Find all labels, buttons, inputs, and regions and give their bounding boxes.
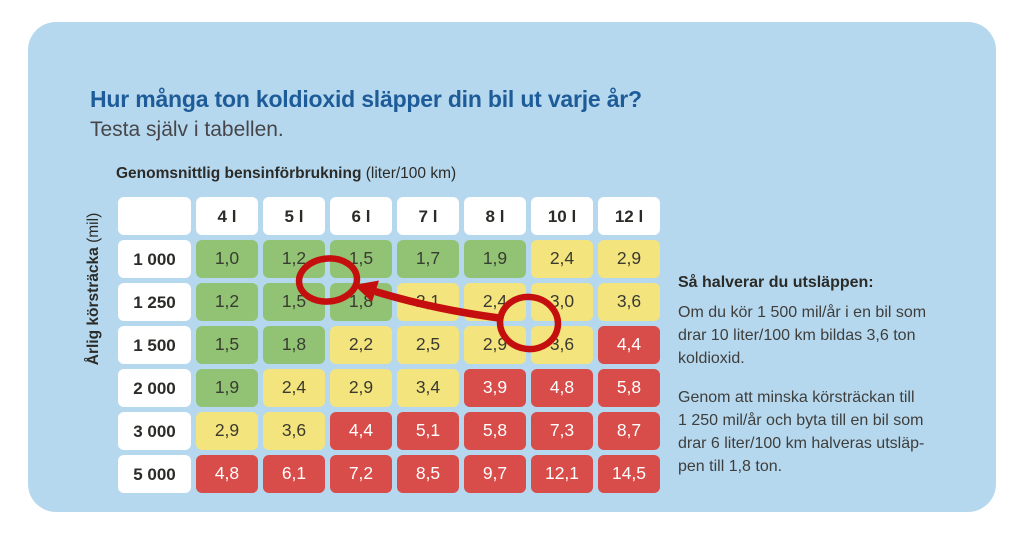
- note-paragraph-2: Genom att minska körsträckan till 1 250 …: [678, 389, 925, 475]
- row-header-cell: 2 000: [118, 369, 191, 407]
- column-header-cell: 6 l: [330, 197, 392, 235]
- value-cell: 5,8: [598, 369, 660, 407]
- row-axis-caption: Årlig körsträcka (mil): [85, 213, 103, 365]
- value-cell: 4,8: [531, 369, 593, 407]
- column-header-cell: 7 l: [397, 197, 459, 235]
- value-cell: 4,4: [598, 326, 660, 364]
- column-header-cell: 12 l: [598, 197, 660, 235]
- panel-background: Hur många ton koldioxid släpper din bil …: [28, 22, 996, 512]
- value-cell: 2,4: [263, 369, 325, 407]
- value-cell: 3,6: [531, 326, 593, 364]
- value-cell: 4,8: [196, 455, 258, 493]
- row-header-cell: 1 500: [118, 326, 191, 364]
- value-cell: 2,4: [531, 240, 593, 278]
- value-cell: 1,5: [330, 240, 392, 278]
- row-header-cell: 1 000: [118, 240, 191, 278]
- column-header-cell: 10 l: [531, 197, 593, 235]
- value-cell: 1,2: [196, 283, 258, 321]
- value-cell: 5,8: [464, 412, 526, 450]
- value-cell: 2,4: [464, 283, 526, 321]
- column-axis-label: Genomsnittlig bensinförbrukning: [116, 165, 362, 182]
- column-axis-unit: (liter/100 km): [361, 165, 457, 182]
- value-cell: 1,2: [263, 240, 325, 278]
- value-cell: 7,2: [330, 455, 392, 493]
- sidebar-note: Så halverar du utsläppen: Om du kör 1 50…: [678, 274, 983, 494]
- value-cell: 2,9: [464, 326, 526, 364]
- value-cell: 4,4: [330, 412, 392, 450]
- row-header-cell: 3 000: [118, 412, 191, 450]
- value-cell: 1,9: [196, 369, 258, 407]
- value-cell: 12,1: [531, 455, 593, 493]
- row-axis-unit: (mil): [85, 212, 102, 248]
- value-cell: 3,6: [263, 412, 325, 450]
- value-cell: 3,6: [598, 283, 660, 321]
- value-cell: 6,1: [263, 455, 325, 493]
- corner-cell: [118, 197, 191, 235]
- value-cell: 1,0: [196, 240, 258, 278]
- value-cell: 2,9: [330, 369, 392, 407]
- page-subtitle: Testa själv i tabellen.: [90, 118, 284, 141]
- value-cell: 2,1: [397, 283, 459, 321]
- value-cell: 8,7: [598, 412, 660, 450]
- value-cell: 14,5: [598, 455, 660, 493]
- value-cell: 1,8: [263, 326, 325, 364]
- column-axis-caption: Genomsnittlig bensinförbrukning (liter/1…: [116, 165, 456, 183]
- value-cell: 3,4: [397, 369, 459, 407]
- value-cell: 2,2: [330, 326, 392, 364]
- value-cell: 1,8: [330, 283, 392, 321]
- value-cell: 8,5: [397, 455, 459, 493]
- column-header-cell: 4 l: [196, 197, 258, 235]
- value-cell: 3,0: [531, 283, 593, 321]
- value-cell: 2,9: [598, 240, 660, 278]
- note-heading: Så halverar du utsläppen:: [678, 274, 874, 291]
- value-cell: 2,9: [196, 412, 258, 450]
- value-cell: 7,3: [531, 412, 593, 450]
- column-header-cell: 8 l: [464, 197, 526, 235]
- row-header-cell: 5 000: [118, 455, 191, 493]
- value-cell: 1,5: [263, 283, 325, 321]
- value-cell: 1,9: [464, 240, 526, 278]
- value-cell: 2,5: [397, 326, 459, 364]
- value-cell: 5,1: [397, 412, 459, 450]
- row-header-cell: 1 250: [118, 283, 191, 321]
- note-paragraph-1: Om du kör 1 500 mil/år i en bil som drar…: [678, 304, 927, 367]
- row-axis-label: Årlig körsträcka: [85, 247, 102, 366]
- value-cell: 9,7: [464, 455, 526, 493]
- page-title: Hur många ton koldioxid släpper din bil …: [90, 86, 642, 112]
- value-cell: 1,5: [196, 326, 258, 364]
- column-header-cell: 5 l: [263, 197, 325, 235]
- value-cell: 1,7: [397, 240, 459, 278]
- value-cell: 3,9: [464, 369, 526, 407]
